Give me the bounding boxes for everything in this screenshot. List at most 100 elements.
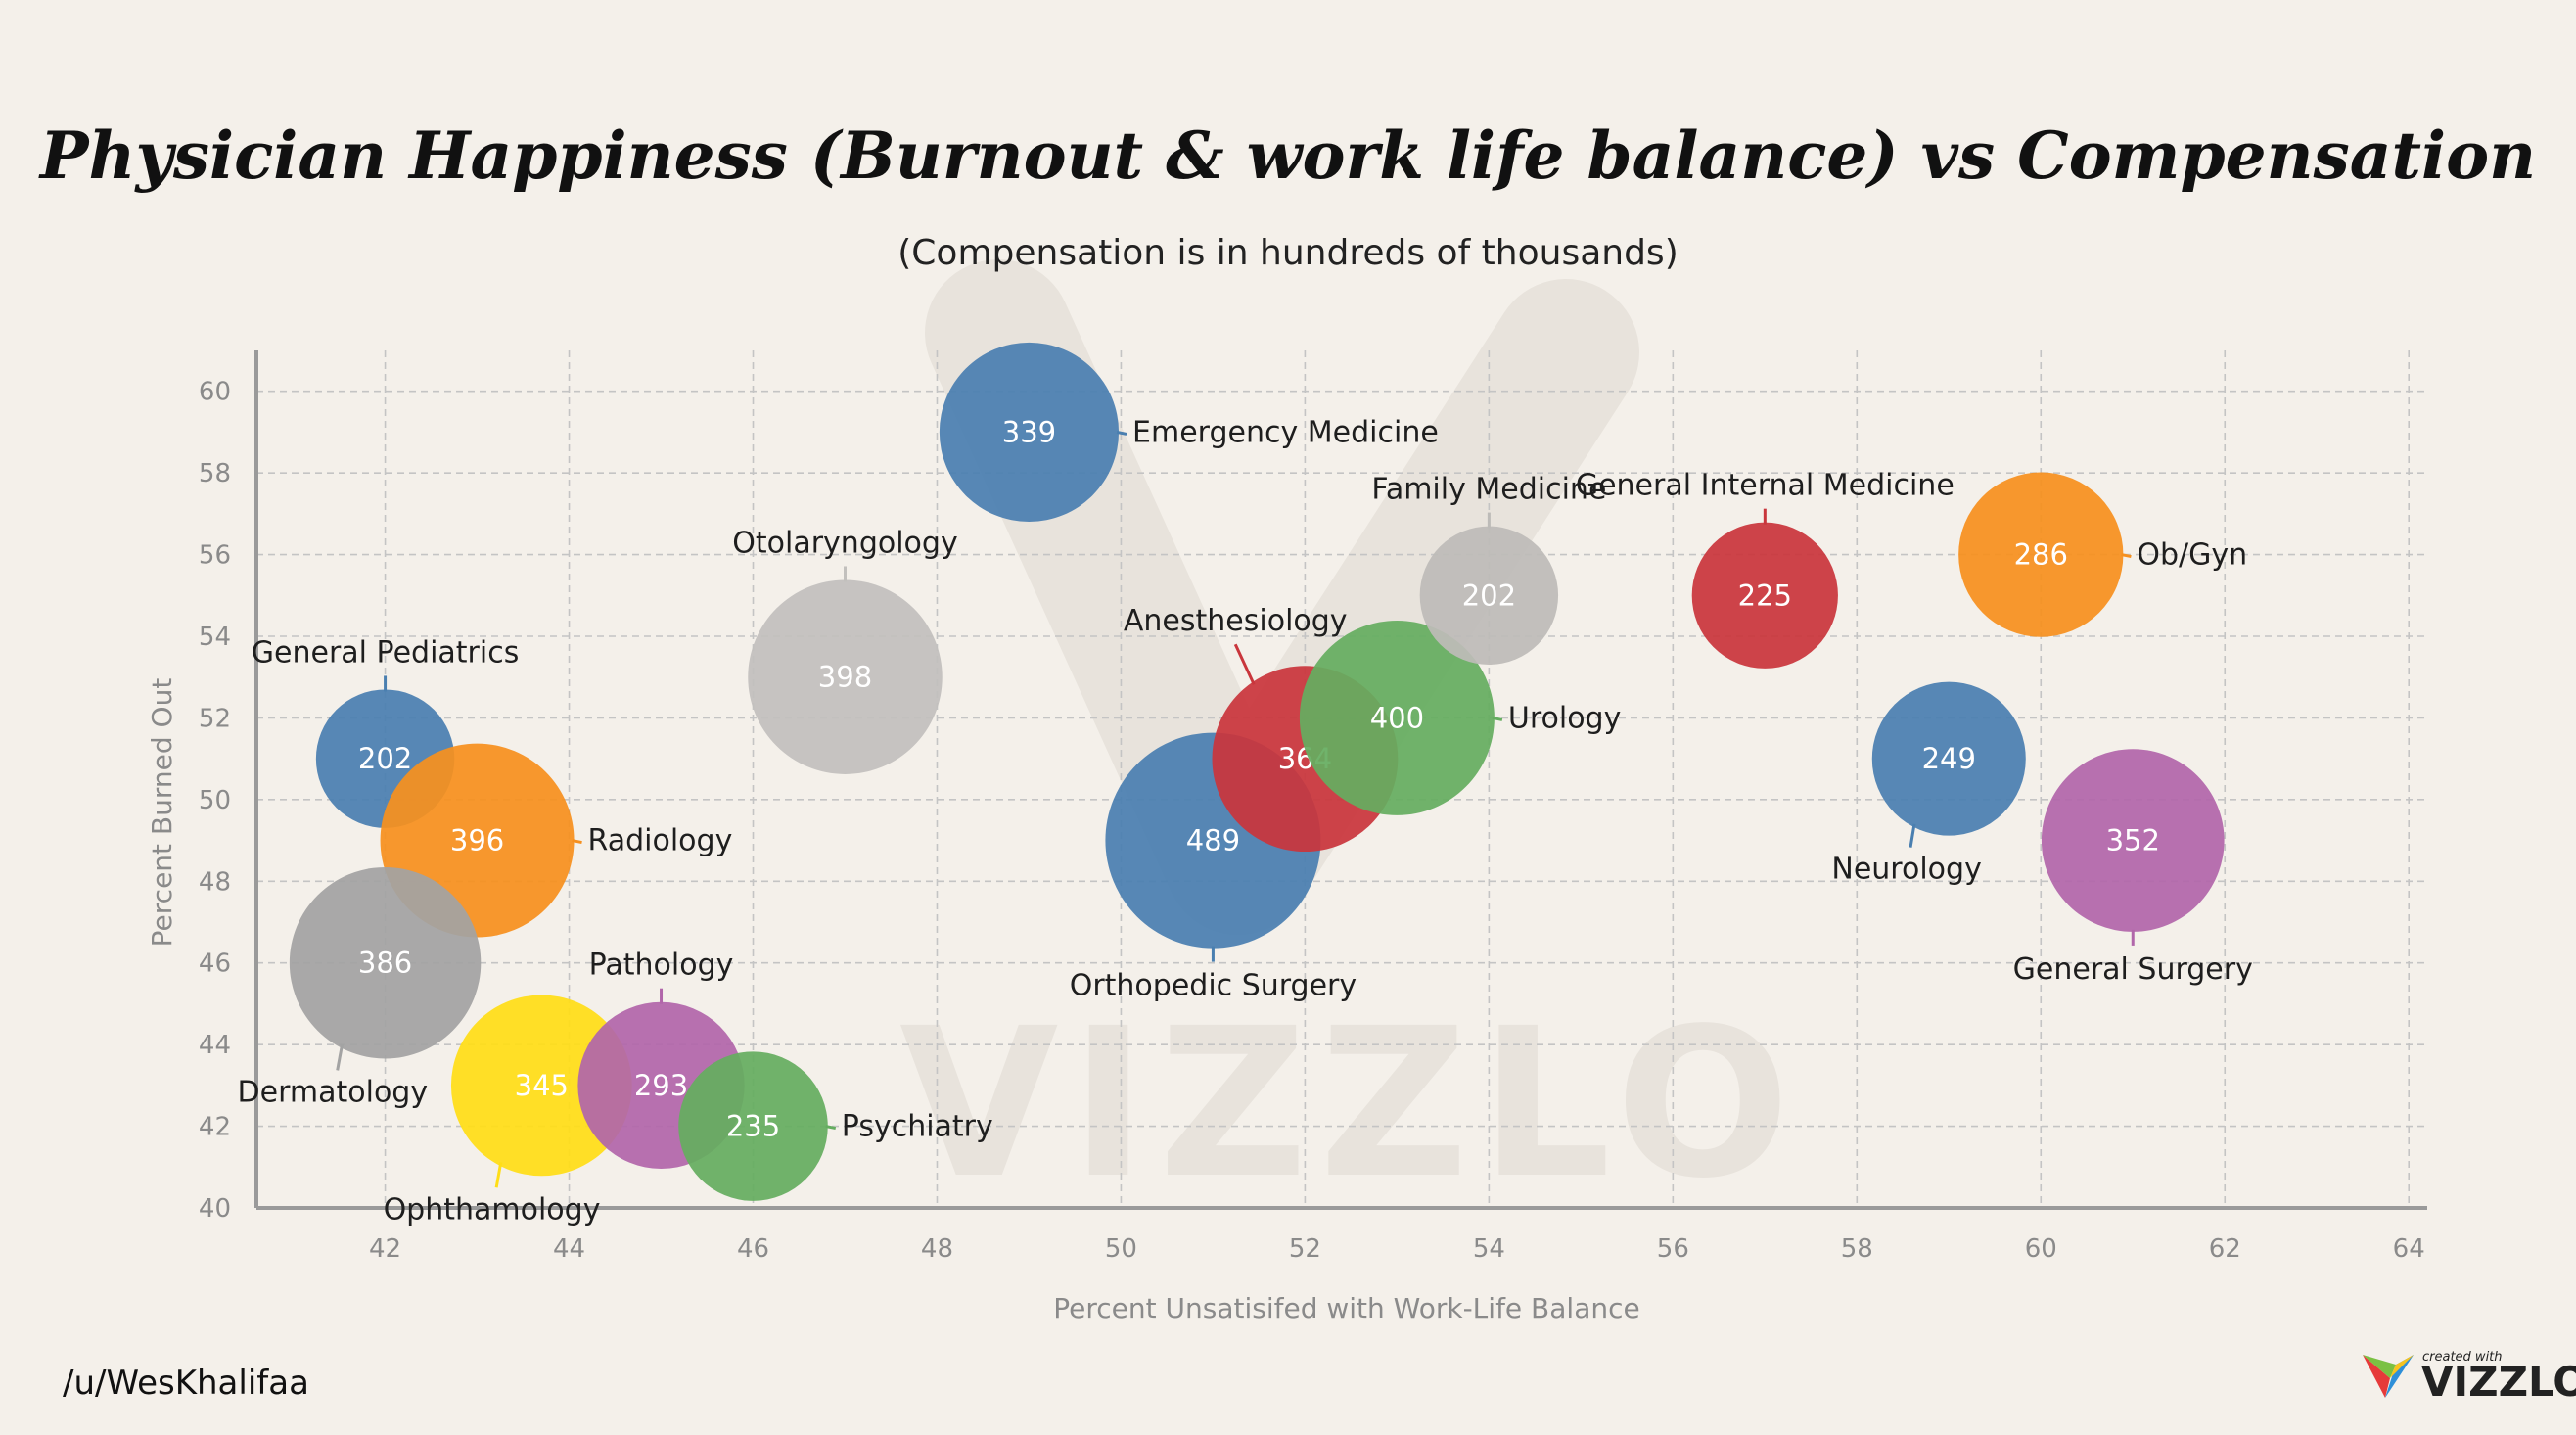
bubble-value-label: 398: [818, 661, 872, 694]
y-tick-label: 46: [199, 949, 231, 979]
point-label-family-medicine: Family Medicine: [1371, 473, 1606, 507]
bubble-neurology: 249: [1871, 681, 2026, 836]
bubble-dermatology: 386: [289, 866, 482, 1059]
point-label-dermatology: Dermatology: [238, 1075, 429, 1109]
label-leader-line: [1116, 430, 1127, 436]
label-leader-line: [825, 1125, 837, 1131]
bubble-value-label: 235: [726, 1110, 780, 1143]
bubble-value-label: 293: [634, 1069, 688, 1102]
y-tick-label: 44: [199, 1031, 231, 1060]
bubble-value-label: 489: [1186, 824, 1240, 857]
bubble-value-label: 225: [1738, 579, 1792, 612]
label-leader-line: [336, 1043, 345, 1071]
x-axis-label: Percent Unsatisifed with Work-Life Balan…: [1053, 1292, 1639, 1324]
bubble-psychiatry: 235: [678, 1051, 828, 1201]
label-leader-line: [572, 839, 582, 845]
bubble-circle: [1691, 522, 1838, 669]
x-tick-label: 54: [1473, 1234, 1505, 1264]
y-axis-label: Percent Burned Out: [146, 678, 178, 948]
bubble-family-medicine: 202: [1419, 526, 1559, 665]
x-tick-label: 58: [1841, 1234, 1873, 1264]
label-leader-line: [1909, 823, 1916, 848]
point-label-neurology: Neurology: [1831, 853, 1981, 887]
y-tick-label: 40: [199, 1194, 231, 1224]
point-label-emergency-medicine: Emergency Medicine: [1132, 415, 1439, 449]
point-label-pathology: Pathology: [589, 949, 734, 983]
y-tick-label: 48: [199, 867, 231, 897]
point-label-general-pediatrics: General Pediatrics: [252, 635, 520, 670]
bubble-circle: [1958, 472, 2124, 637]
y-tick-label: 50: [199, 786, 231, 815]
y-tick-label: 60: [199, 378, 231, 407]
bubble-circle: [450, 995, 632, 1177]
label-leader-line: [2121, 553, 2132, 559]
chart-title: Physician Happiness (Burnout & work life…: [38, 117, 2536, 194]
brand-tagline: created with: [2422, 1350, 2503, 1365]
point-label-psychiatry: Psychiatry: [842, 1110, 993, 1144]
bubble-ophthamology: 345: [450, 995, 632, 1177]
point-label-general-internal-medicine: General Internal Medicine: [1576, 469, 1955, 503]
x-tick-label: 42: [369, 1234, 401, 1264]
bubble-general-internal-medicine: 225: [1691, 522, 1838, 669]
bubble-circle: [678, 1051, 828, 1201]
bubble-circle: [939, 342, 1120, 523]
point-label-otolaryngology: Otolaryngology: [732, 526, 957, 560]
point-label-anesthesiology: Anesthesiology: [1124, 604, 1348, 638]
point-labels: Emergency Medicine Otolaryngology General …: [238, 415, 2253, 1227]
bubble-value-label: 400: [1370, 701, 1424, 734]
bubble-urology: 400: [1299, 620, 1495, 815]
bubble-ob-gyn: 286: [1958, 472, 2124, 637]
label-leader-line: [494, 1162, 503, 1188]
bubble-circle: [1419, 526, 1559, 665]
point-label-ophthamology: Ophthamology: [384, 1192, 601, 1227]
bubble-value-label: 249: [1922, 742, 1976, 775]
point-label-general-surgery: General Surgery: [2013, 952, 2253, 987]
author-credit: /u/WesKhalifaa: [63, 1364, 309, 1403]
bubble-value-label: 386: [358, 947, 412, 980]
bubble-circle: [289, 866, 482, 1059]
chart-subtitle: (Compensation is in hundreds of thousand…: [897, 233, 1678, 273]
x-tick-label: 48: [921, 1234, 953, 1264]
bubble-otolaryngology: 398: [748, 579, 943, 774]
bubble-general-surgery: 352: [2041, 749, 2225, 932]
bubble-value-label: 352: [2106, 824, 2160, 857]
x-tick-label: 44: [553, 1234, 585, 1264]
bubble-value-label: 286: [2014, 538, 2068, 572]
brand-name: VIZZLO: [2421, 1358, 2576, 1406]
x-tick-label: 60: [2025, 1234, 2057, 1264]
x-tick-label: 46: [737, 1234, 769, 1264]
bubble-emergency-medicine: 339: [939, 342, 1120, 523]
x-tick-label: 50: [1105, 1234, 1137, 1264]
point-label-ob-gyn: Ob/Gyn: [2137, 538, 2247, 573]
y-tick-label: 42: [199, 1113, 231, 1142]
tick-labels: 42 44 46 48 50 52 54 56 58 60 62 64 40 42 44 46 48 50 52 54…: [199, 378, 2425, 1264]
y-tick-label: 56: [199, 541, 231, 571]
label-leader-line: [1233, 643, 1256, 685]
bubble-value-label: 339: [1002, 415, 1056, 448]
x-tick-label: 56: [1657, 1234, 1689, 1264]
vizzlo-logo-icon: [2363, 1355, 2414, 1398]
x-tick-label: 52: [1289, 1234, 1321, 1264]
vizzlo-logo: created with VIZZLO: [2363, 1350, 2576, 1406]
bubble-circle: [1871, 681, 2026, 836]
bubble-circle: [1299, 620, 1495, 815]
bubble-value-label: 396: [450, 824, 504, 857]
point-label-urology: Urology: [1508, 701, 1621, 735]
watermark-word: VIZZLO: [899, 984, 1802, 1224]
bubble-circle: [748, 579, 943, 774]
label-leader-line: [1492, 716, 1503, 721]
bubble-value-label: 202: [1462, 579, 1516, 612]
point-label-orthopedic-surgery: Orthopedic Surgery: [1070, 969, 1357, 1003]
point-label-radiology: Radiology: [588, 824, 733, 858]
x-tick-label: 62: [2209, 1234, 2241, 1264]
bubble-value-label: 345: [515, 1069, 569, 1102]
x-tick-label: 64: [2393, 1234, 2425, 1264]
axes: [254, 350, 2427, 1210]
bubble-value-label: 202: [358, 742, 412, 775]
y-tick-label: 58: [199, 459, 231, 488]
y-tick-label: 52: [199, 704, 231, 733]
y-tick-label: 54: [199, 623, 231, 652]
